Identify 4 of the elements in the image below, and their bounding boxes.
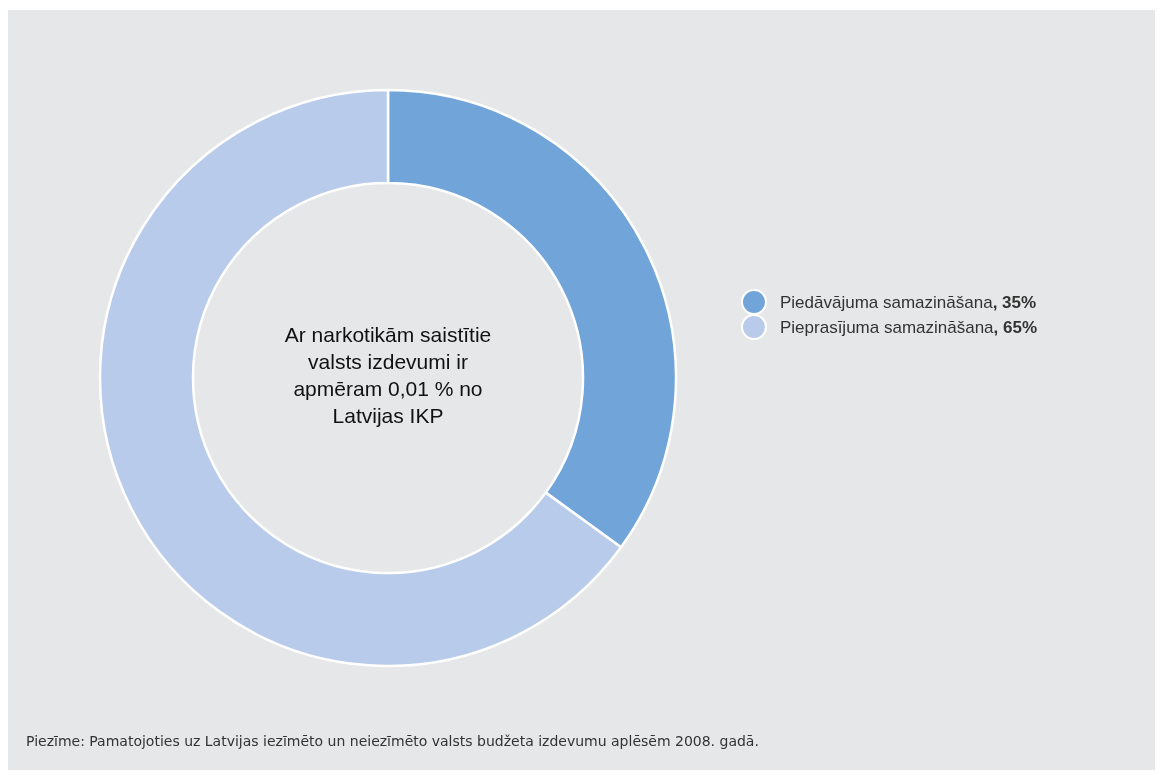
data-label: , 65% [993,318,1038,337]
data-label: , 35% [992,293,1037,312]
text: Ar narkotikām saistītie valsts izdevumi ir apmēram 0,01 % no Latvijas IKP [284,323,492,427]
text: Piezīme: Pamatojoties uz Latvijas iezīmēto un neiezīmēto valsts budžeta izdevumu aplēsēm 2008. gadā. [26,733,759,749]
